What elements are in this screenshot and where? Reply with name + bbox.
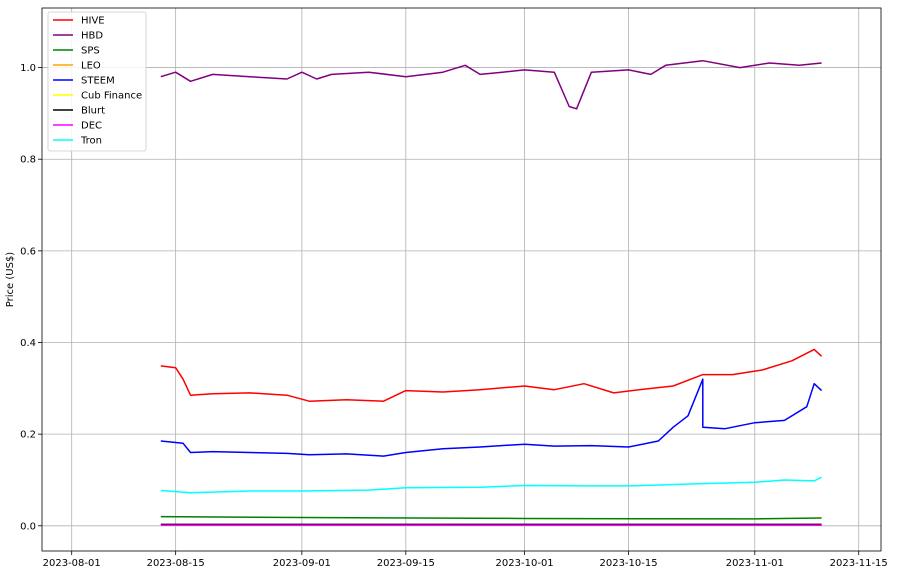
y-tick-label: 0.6 xyxy=(20,246,36,257)
series-line-hbd xyxy=(160,59,822,110)
plot-frame xyxy=(41,7,882,552)
legend-label: DEC xyxy=(81,121,102,132)
legend-label: Blurt xyxy=(81,106,105,117)
x-axis-ticks: 2023-08-01 2023-08-15 2023-09-01 2023-09-15… xyxy=(43,551,888,569)
legend-label: LEO xyxy=(81,61,101,72)
legend-label: SPS xyxy=(81,46,100,57)
legend-label: HBD xyxy=(81,31,103,42)
y-tick-label: 1.0 xyxy=(20,63,36,74)
x-tick-label: 2023-08-15 xyxy=(147,558,205,569)
legend-label: Cub Finance xyxy=(81,91,142,102)
legend-label: STEEM xyxy=(81,76,115,87)
series-line-steem xyxy=(160,378,823,457)
x-tick-label: 2023-10-01 xyxy=(496,558,554,569)
plot-series xyxy=(160,59,823,527)
y-axis-ticks: 0.0 0.2 0.4 0.6 0.8 1.0 xyxy=(20,63,42,532)
y-axis-label: Price (US$) xyxy=(5,252,16,308)
x-tick-label: 2023-09-01 xyxy=(273,558,331,569)
legend-label: Tron xyxy=(80,136,102,147)
y-tick-label: 0.4 xyxy=(20,338,36,349)
x-tick-label: 2023-11-15 xyxy=(830,558,888,569)
x-tick-label: 2023-08-01 xyxy=(43,558,101,569)
x-tick-label: 2023-09-15 xyxy=(377,558,435,569)
legend-label: HIVE xyxy=(81,16,105,27)
x-tick-label: 2023-11-01 xyxy=(726,558,784,569)
series-line-tron xyxy=(160,476,822,494)
y-tick-label: 0.2 xyxy=(20,430,36,441)
x-tick-label: 2023-10-15 xyxy=(599,558,657,569)
y-tick-label: 0.0 xyxy=(20,521,36,532)
legend-box xyxy=(47,11,147,152)
series-line-sps xyxy=(160,515,822,520)
legend: HIVE HBD SPS LEO STEEM Cub Finance Blurt DEC Tro… xyxy=(47,11,147,152)
series-line-hive xyxy=(160,348,823,402)
y-tick-label: 0.8 xyxy=(20,155,36,166)
